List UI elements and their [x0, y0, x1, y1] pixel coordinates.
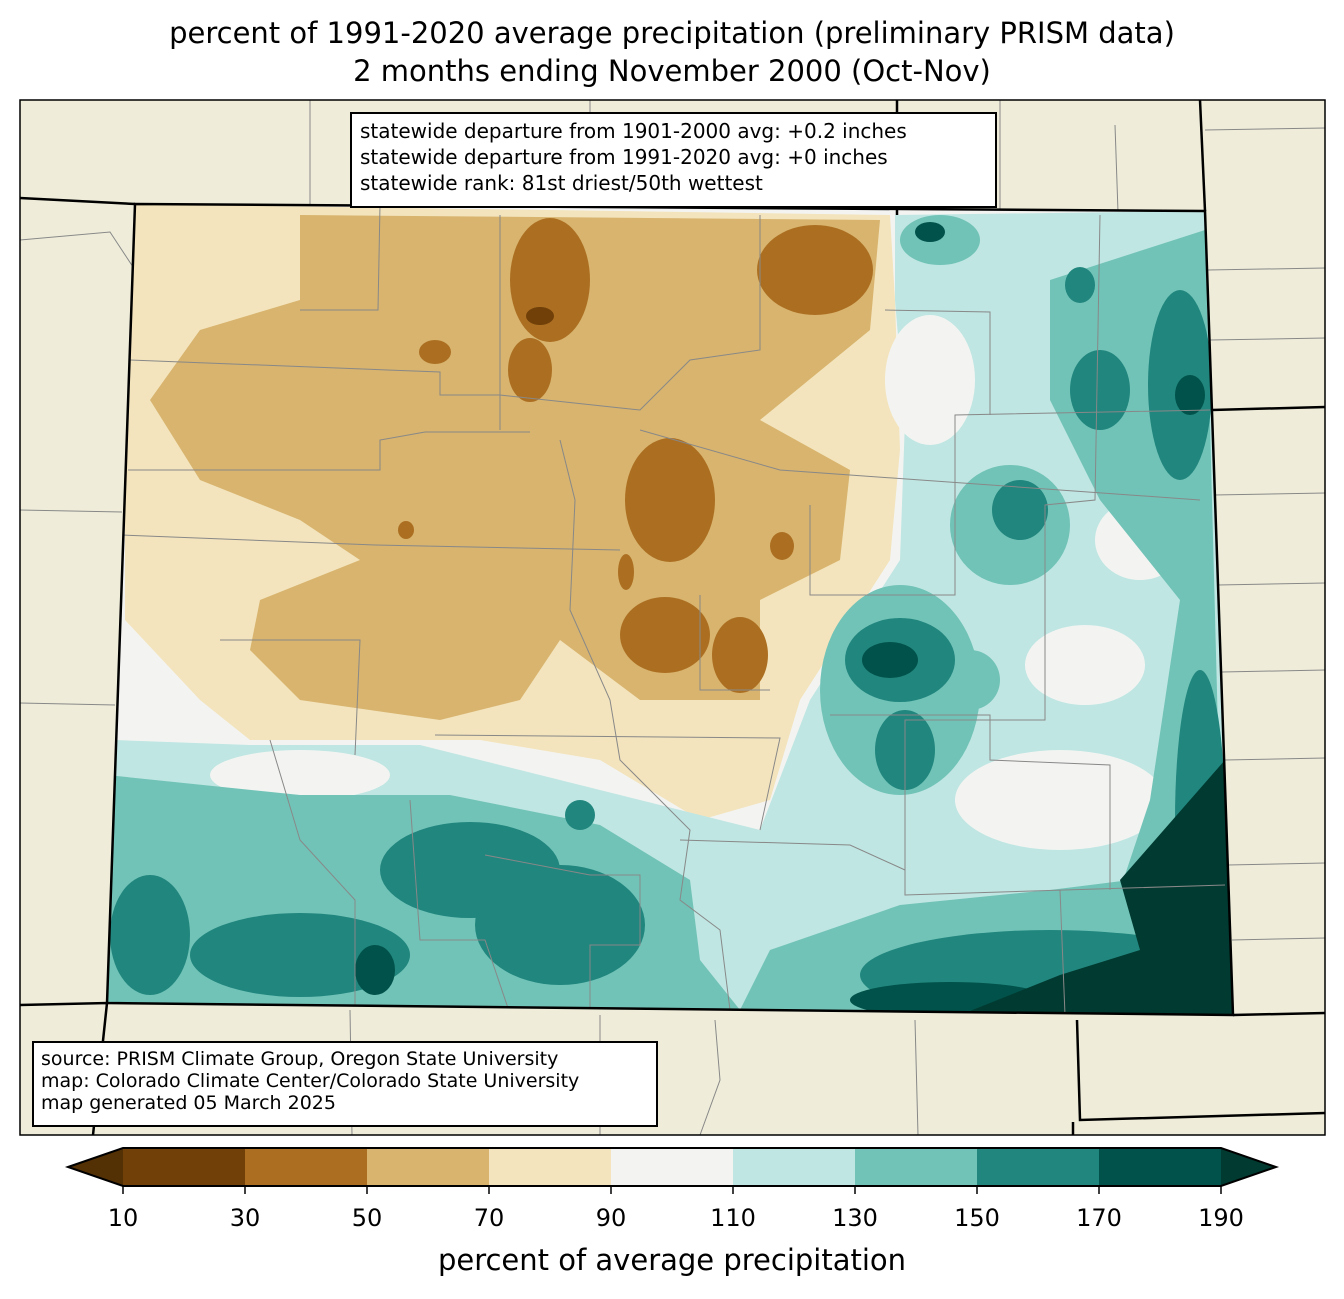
county-lines [121, 204, 1226, 1015]
generated-date-line: map generated 05 March 2025 [41, 1092, 336, 1114]
colorbar-tick-label: 110 [710, 1204, 756, 1232]
statewide-stats-box: statewide departure from 1901-2000 avg: … [350, 112, 997, 208]
stat-departure-1991-2020: statewide departure from 1991-2020 avg: … [360, 145, 888, 169]
colorbar-extend-low [68, 1148, 123, 1186]
stat-rank: statewide rank: 81st driest/50th wettest [360, 171, 763, 195]
colorbar-segment [245, 1148, 368, 1186]
stat-departure-1901-2000: statewide departure from 1901-2000 avg: … [360, 119, 907, 143]
colorbar-tick-label: 90 [595, 1204, 627, 1232]
colorbar-segment [611, 1148, 734, 1186]
map-title: percent of 1991-2020 average precipitati… [169, 16, 1175, 50]
map-frame [19, 99, 1326, 1136]
source-box: source: PRISM Climate Group, Oregon Stat… [32, 1041, 658, 1127]
colorbar-tick-label: 10 [107, 1204, 139, 1232]
colorbar-segment [489, 1148, 612, 1186]
precipitation-field [107, 204, 1233, 1015]
colorbar-tick-label: 130 [832, 1204, 878, 1232]
colorbar-segment [123, 1148, 246, 1186]
colorbar-tick-label: 50 [351, 1204, 383, 1232]
map-credit-line: map: Colorado Climate Center/Colorado St… [41, 1070, 580, 1092]
colorbar-segment [855, 1148, 978, 1186]
colorbar-segment [977, 1148, 1100, 1186]
colorbar-tick-label: 190 [1198, 1204, 1244, 1232]
colorbar-segment [1099, 1148, 1222, 1186]
source-line: source: PRISM Climate Group, Oregon Stat… [41, 1048, 559, 1070]
colorbar-segment [367, 1148, 490, 1186]
colorbar-tick-label: 70 [473, 1204, 505, 1232]
colorbar-label: percent of average precipitation [437, 1243, 907, 1277]
colorbar-tick-label: 150 [954, 1204, 1000, 1232]
map-subtitle: 2 months ending November 2000 (Oct-Nov) [353, 54, 991, 88]
colorbar-extend-high [1221, 1148, 1276, 1186]
colorbar-segment [733, 1148, 856, 1186]
colorbar-tick-label: 170 [1076, 1204, 1122, 1232]
colorbar-tick-label: 30 [229, 1204, 261, 1232]
colorbar [64, 1147, 1280, 1194]
